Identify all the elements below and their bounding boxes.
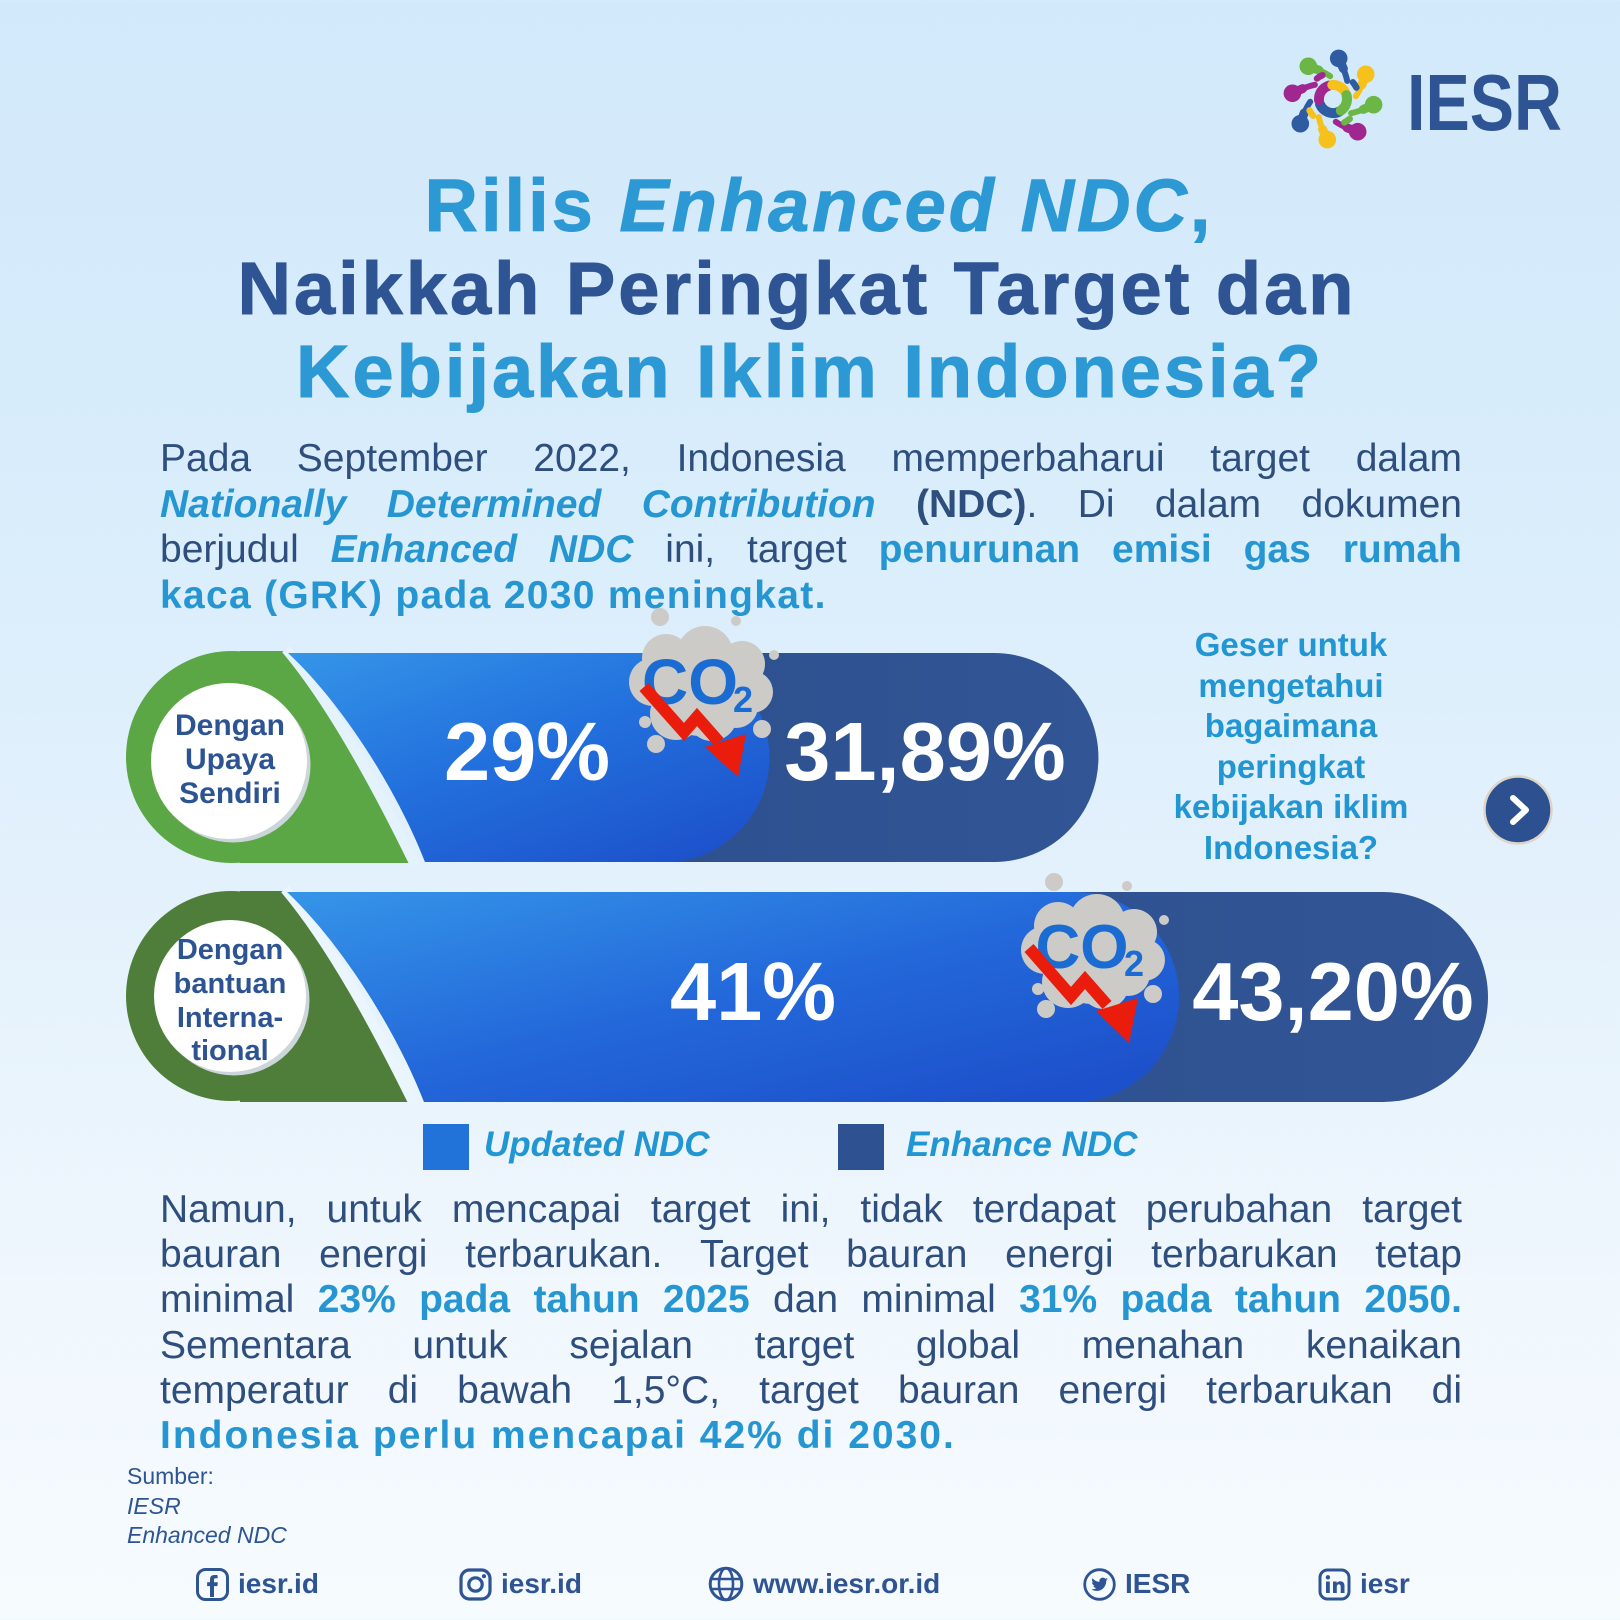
svg-text:2: 2 bbox=[1124, 943, 1144, 984]
svg-text:Dengan: Dengan bbox=[175, 709, 285, 742]
svg-text:Dengan: Dengan bbox=[177, 934, 283, 966]
svg-text:31,89%: 31,89% bbox=[784, 705, 1066, 798]
svg-text:Upaya: Upaya bbox=[185, 743, 275, 776]
svg-text:tional: tional bbox=[191, 1035, 268, 1067]
svg-text:bantuan: bantuan bbox=[174, 968, 287, 1000]
svg-text:IESR: IESR bbox=[1407, 58, 1562, 147]
svg-text:41%: 41% bbox=[670, 945, 836, 1038]
svg-text:Sendiri: Sendiri bbox=[179, 777, 281, 810]
svg-text:29%: 29% bbox=[444, 705, 610, 798]
svg-text:2: 2 bbox=[733, 679, 753, 720]
svg-text:43,20%: 43,20% bbox=[1192, 945, 1474, 1038]
svg-text:Interna-: Interna- bbox=[177, 1002, 283, 1034]
